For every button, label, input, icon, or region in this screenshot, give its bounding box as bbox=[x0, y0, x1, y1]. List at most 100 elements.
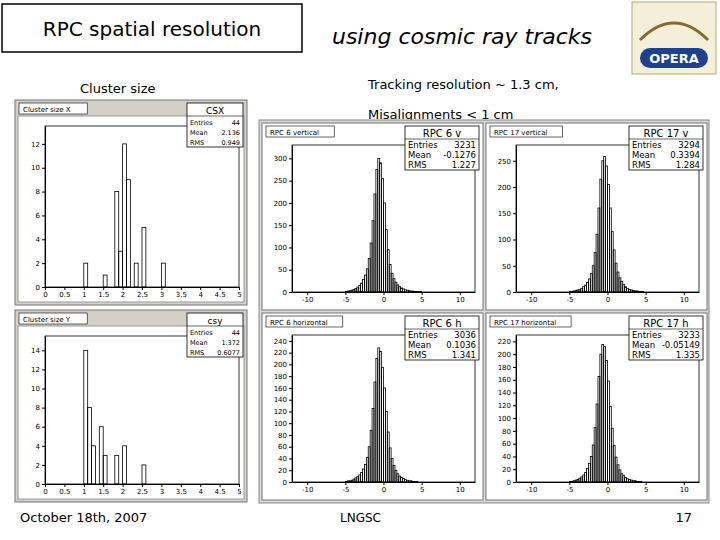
bar bbox=[99, 427, 103, 484]
y-tick: 2 bbox=[36, 260, 45, 268]
x-tick-label: 3 bbox=[160, 488, 164, 496]
stats-label: RMS bbox=[190, 139, 204, 147]
stats-label: Entries bbox=[632, 140, 662, 150]
y-tick-label: 10 bbox=[31, 385, 40, 393]
y-tick: 160 bbox=[498, 376, 516, 384]
y-axis: 020406080100120140160180200220240 bbox=[274, 336, 293, 487]
stats-label: Mean bbox=[632, 340, 655, 350]
x-tick-mark bbox=[239, 484, 240, 487]
y-tick: 10 bbox=[31, 385, 45, 393]
x-tick: 3 bbox=[160, 287, 164, 299]
bar bbox=[420, 482, 422, 483]
y-tick: 6 bbox=[36, 423, 45, 431]
panel-background bbox=[262, 313, 483, 500]
y-tick-mark bbox=[513, 240, 516, 241]
bar bbox=[142, 465, 146, 484]
x-tick: 3 bbox=[160, 484, 164, 496]
x-tick-label: -5 bbox=[566, 486, 573, 494]
logo-frame bbox=[632, 2, 716, 74]
x-tick-mark bbox=[220, 484, 221, 487]
stats-label: RMS bbox=[408, 160, 427, 170]
x-tick-mark bbox=[569, 482, 570, 485]
y-tick-mark bbox=[289, 458, 292, 459]
y-tick-mark bbox=[513, 367, 516, 368]
stats-divider bbox=[187, 116, 243, 117]
logo-badge bbox=[640, 48, 708, 68]
bar bbox=[126, 180, 130, 287]
y-tick: 200 bbox=[498, 351, 516, 359]
y-tick-mark bbox=[513, 213, 516, 214]
y-tick: 240 bbox=[274, 338, 292, 346]
page-number: 17 bbox=[675, 510, 692, 525]
x-tick: 3.5 bbox=[176, 287, 187, 299]
bar bbox=[130, 287, 134, 288]
y-tick: 220 bbox=[274, 349, 292, 357]
y-axis-line bbox=[516, 146, 517, 293]
y-tick: 6 bbox=[36, 212, 45, 220]
y-tick-label: 20 bbox=[502, 466, 511, 474]
x-tick-mark bbox=[531, 482, 532, 485]
y-tick-label: 220 bbox=[498, 338, 511, 346]
y-tick: 100 bbox=[274, 420, 292, 428]
stats-value: 1.227 bbox=[452, 160, 476, 170]
x-tick: 2.5 bbox=[137, 287, 148, 299]
stats-value: 3231 bbox=[454, 140, 476, 150]
stats-box bbox=[405, 126, 479, 170]
stats-value: -0.1276 bbox=[443, 150, 476, 160]
y-tick-mark bbox=[42, 287, 45, 288]
x-tick: -5 bbox=[566, 482, 573, 494]
y-tick-label: 4 bbox=[36, 443, 41, 451]
bar bbox=[119, 251, 123, 287]
x-tick-label: -5 bbox=[566, 296, 573, 304]
x-tick-label: 0.5 bbox=[59, 488, 70, 496]
y-tick: 4 bbox=[36, 443, 45, 451]
y-tick-mark bbox=[289, 411, 292, 412]
y-tick: 120 bbox=[274, 408, 292, 416]
y-axis: 024681012 bbox=[31, 127, 45, 292]
y-tick-label: 50 bbox=[278, 266, 287, 274]
y-tick: 60 bbox=[278, 443, 292, 451]
y-tick-label: 100 bbox=[274, 244, 287, 252]
stats-label: RMS bbox=[632, 160, 651, 170]
x-tick-mark bbox=[531, 292, 532, 295]
x-tick-label: 0 bbox=[606, 486, 610, 494]
x-tick-mark bbox=[384, 292, 385, 295]
y-tick-mark bbox=[513, 405, 516, 406]
y-tick-label: 0 bbox=[36, 481, 40, 489]
x-tick-mark bbox=[84, 484, 85, 487]
y-tick-mark bbox=[289, 364, 292, 365]
slide-subtitle: using cosmic ray tracks bbox=[332, 24, 592, 49]
bars bbox=[84, 350, 146, 484]
bar bbox=[119, 484, 123, 485]
y-tick: 8 bbox=[36, 404, 45, 412]
stats-name: RPC 17 v bbox=[644, 128, 689, 139]
stats-label: Mean bbox=[190, 339, 208, 347]
x-tick-label: 5 bbox=[420, 296, 424, 304]
x-tick-mark bbox=[220, 287, 221, 290]
stats-label: Entries bbox=[190, 329, 213, 337]
y-tick-mark bbox=[513, 444, 516, 445]
stats-label: Entries bbox=[632, 330, 662, 340]
x-tick: -10 bbox=[302, 482, 313, 494]
y-tick: 250 bbox=[498, 157, 516, 165]
bar bbox=[88, 287, 92, 288]
y-tick: 100 bbox=[498, 415, 516, 423]
y-tick: 100 bbox=[274, 244, 292, 252]
x-tick-mark bbox=[307, 292, 308, 295]
y-tick: 200 bbox=[274, 361, 292, 369]
y-tick-label: 0 bbox=[507, 289, 511, 297]
bar bbox=[95, 287, 99, 288]
x-tick-mark bbox=[103, 287, 104, 290]
histogram-panel: -10-50510020406080100120140160180200220R… bbox=[486, 313, 707, 500]
x-tick-label: 0 bbox=[43, 291, 47, 299]
y-tick-mark bbox=[42, 263, 45, 264]
y-axis: 020406080100120140160180200220 bbox=[498, 336, 517, 487]
x-tick-label: 5 bbox=[420, 486, 424, 494]
title-box bbox=[2, 4, 302, 52]
stats-label: RMS bbox=[408, 350, 427, 360]
bar bbox=[84, 263, 88, 287]
stats-label: Entries bbox=[190, 119, 213, 127]
x-tick-label: 4.5 bbox=[215, 488, 226, 496]
title-box bbox=[19, 103, 87, 114]
y-tick-label: 100 bbox=[498, 236, 511, 244]
